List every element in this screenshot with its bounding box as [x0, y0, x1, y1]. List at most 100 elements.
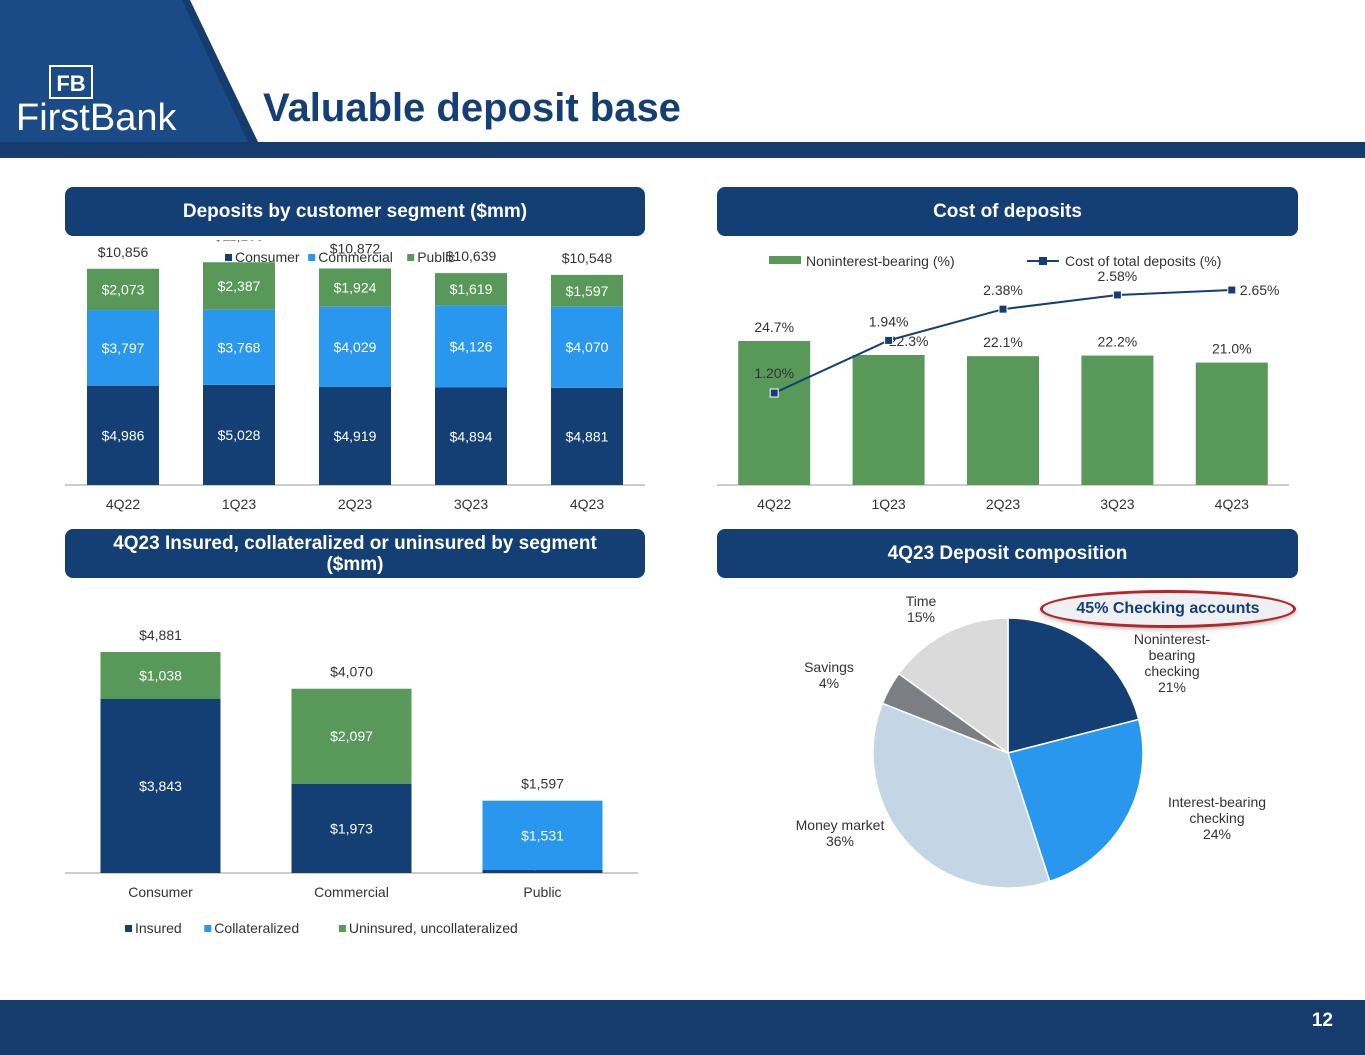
data-label: $2,387 — [218, 278, 261, 294]
pie-label: checking — [1189, 810, 1244, 826]
data-label: $1,924 — [334, 280, 377, 296]
line-marker-3 — [1112, 290, 1122, 300]
pie-label: bearing — [1149, 647, 1196, 663]
bar-noninterest-4 — [1195, 362, 1268, 485]
bar-data-label: 24.7% — [754, 319, 794, 335]
x-tick-label: 1Q23 — [222, 496, 256, 512]
legend-swatch-bars — [769, 256, 801, 264]
x-tick-label: 4Q23 — [570, 496, 604, 512]
bar-insured-2 — [482, 870, 603, 873]
line-data-label: 2.58% — [1098, 268, 1138, 284]
bar-uninsured-uncollateralized-1 — [291, 688, 412, 784]
pie-slice-money-market — [872, 702, 1051, 889]
bar-consumer-2 — [319, 387, 391, 485]
bar-noninterest-2 — [967, 356, 1039, 485]
bar-uninsured-uncollateralized-0 — [100, 652, 221, 699]
firstbank-logo: FB FirstBank — [14, 64, 214, 139]
bar-noninterest-0 — [738, 341, 811, 485]
x-tick-label: 4Q23 — [1215, 496, 1249, 512]
bar-data-label: 22.1% — [983, 334, 1023, 350]
legend-label-1: Commercial — [318, 249, 393, 265]
page-title: Valuable deposit base — [263, 86, 681, 130]
bar-commercial-3 — [435, 305, 507, 388]
pie-label: Money market — [796, 817, 885, 833]
data-label: $4,029 — [334, 339, 377, 355]
total-label: $10,856 — [98, 244, 149, 260]
x-tick-label: 3Q23 — [1100, 496, 1134, 512]
x-tick-label: 1Q23 — [871, 496, 905, 512]
bar-consumer-1 — [203, 384, 275, 485]
pie-slice-noninterest-bearing-checking — [1007, 617, 1140, 754]
pie-label: 24% — [1203, 826, 1231, 842]
total-label: $10,639 — [446, 248, 497, 264]
data-label: $1,973 — [330, 820, 373, 836]
total-label: $10,872 — [330, 240, 381, 256]
panel-header-composition: 4Q23 Deposit composition — [717, 529, 1298, 578]
bar-public-4 — [551, 274, 623, 307]
bar-consumer-3 — [435, 387, 507, 485]
legend-marker-line — [1039, 257, 1047, 265]
bar-noninterest-3 — [1081, 355, 1154, 485]
x-tick-label: Consumer — [128, 884, 193, 900]
pie-label: Savings — [804, 659, 854, 675]
x-tick-label: 3Q23 — [454, 496, 488, 512]
legend-label-0: Insured — [135, 920, 182, 936]
total-label: $1,597 — [521, 776, 564, 792]
total-label: $4,070 — [330, 664, 373, 680]
bar-consumer-4 — [551, 387, 623, 485]
line-marker-0 — [769, 388, 779, 398]
bar-commercial-4 — [551, 306, 623, 388]
bar-public-3 — [435, 273, 507, 306]
data-label: $4,126 — [450, 338, 493, 354]
data-label: $4,894 — [450, 428, 493, 444]
pie-label: checking — [1144, 663, 1199, 679]
segment-bar-chart: Consumer Commercial Public $4,986 $3,797 $2,0… — [65, 240, 645, 512]
total-label: $11,183 — [214, 240, 264, 243]
data-label: $1,619 — [450, 281, 493, 297]
header-band — [0, 0, 1365, 158]
legend-swatch-0 — [125, 925, 132, 932]
panel-header-segment: Deposits by customer segment ($mm) — [65, 187, 645, 236]
line-data-label: 2.65% — [1240, 282, 1280, 298]
line-marker-1 — [884, 335, 894, 345]
line-marker-2 — [998, 304, 1008, 314]
bar-commercial-0 — [87, 310, 159, 386]
deposit-composition-pie: Noninterest-bearingchecking21%Interest-b… — [796, 593, 1266, 889]
data-label: $4,986 — [102, 427, 145, 443]
data-label: $3,843 — [139, 778, 182, 794]
legend-swatch-2 — [407, 254, 415, 261]
bar-noninterest-1 — [852, 354, 925, 485]
legend-swatch-0 — [225, 254, 232, 261]
data-label: $3,797 — [102, 340, 145, 356]
legend-label-2: Uninsured, uncollateralized — [349, 920, 518, 936]
line-data-label: 1.94% — [869, 313, 909, 329]
pie-label: 21% — [1158, 679, 1186, 695]
pie-label: 4% — [819, 675, 839, 691]
pie-label: Time — [906, 593, 937, 609]
svg-text:FirstBank: FirstBank — [16, 97, 177, 136]
bar-data-label: 22.2% — [1098, 334, 1138, 350]
data-label: $2,097 — [330, 728, 373, 744]
bar-public-0 — [87, 268, 159, 311]
panel-header-insured: 4Q23 Insured, collateralized or uninsure… — [65, 529, 645, 578]
legend-label-1: Collateralized — [214, 920, 299, 936]
data-label: $2,073 — [102, 281, 145, 297]
legend-swatch-2 — [338, 925, 346, 932]
x-tick-label: 2Q23 — [986, 496, 1020, 512]
bar-consumer-0 — [87, 385, 159, 485]
data-label: $3,768 — [218, 339, 261, 355]
bar-insured-1 — [291, 783, 412, 873]
legend-label-bars: Noninterest-bearing (%) — [806, 253, 955, 269]
data-label: $1,531 — [521, 827, 564, 843]
total-label: $10,548 — [562, 250, 613, 266]
pie-label: 36% — [826, 833, 854, 849]
pie-slice-time — [897, 617, 1009, 755]
pie-label: Noninterest- — [1134, 631, 1211, 647]
page-number: 12 — [1311, 1010, 1333, 1031]
data-label: $1,597 — [566, 283, 609, 299]
bar-collateralized-2 — [482, 800, 603, 871]
bar-commercial-2 — [319, 306, 391, 388]
footer-band — [0, 1000, 1365, 1055]
x-tick-label: 4Q22 — [757, 496, 791, 512]
x-tick-label: 4Q22 — [106, 496, 140, 512]
